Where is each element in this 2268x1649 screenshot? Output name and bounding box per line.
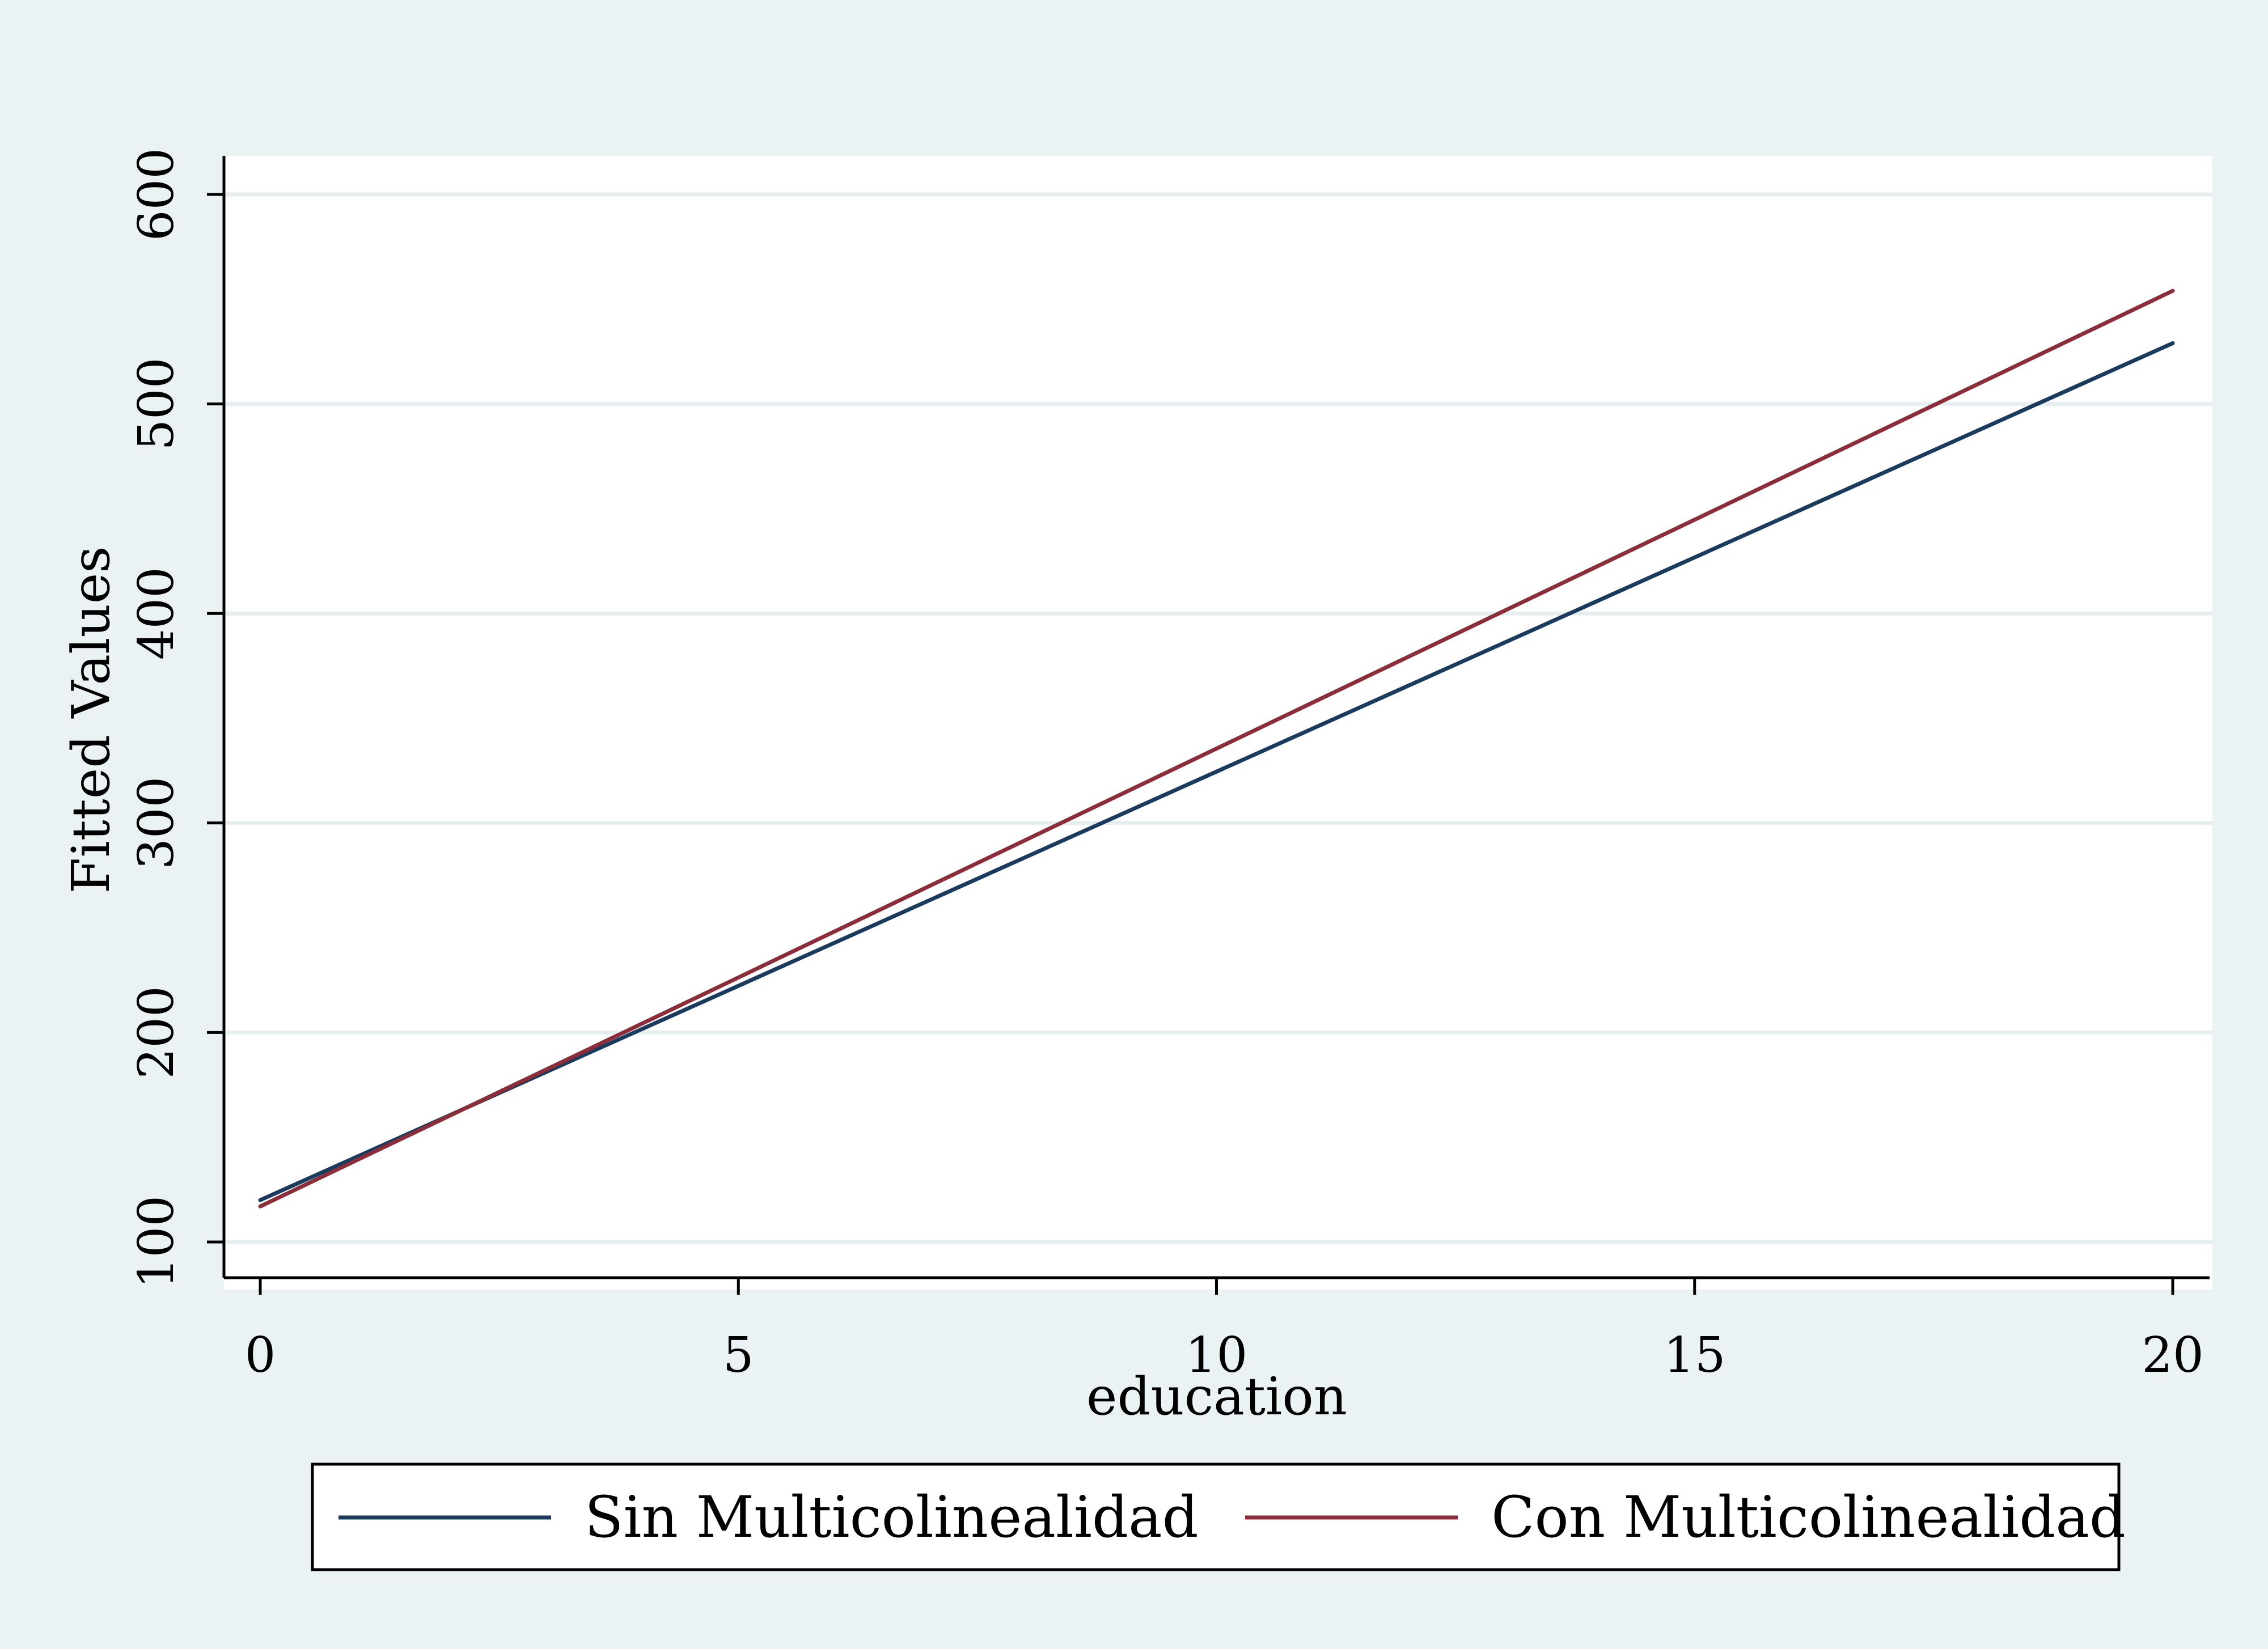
- y-tick-label-500: 500: [128, 358, 185, 451]
- grid-lines: [226, 192, 2212, 1244]
- x-tick-label-0: 0: [245, 1327, 276, 1384]
- y-axis-title: Fitted Values: [61, 546, 121, 894]
- series-lines: [258, 289, 2175, 1209]
- y-ticks: 100 200 300 400 500 600: [128, 148, 224, 1288]
- legend: Sin Multicolinealidad Con Multicolineali…: [311, 1463, 2126, 1571]
- legend-box: [311, 1463, 2121, 1571]
- plot-area: [224, 156, 2212, 1290]
- x-tick-label-5: 5: [723, 1327, 754, 1384]
- y-tick-label-100: 100: [128, 1196, 185, 1288]
- x-tick-label-10: 10: [1186, 1327, 1247, 1384]
- y-tick-label-300: 300: [128, 777, 185, 870]
- y-tick-label-400: 400: [128, 567, 185, 660]
- series-line-sin-multicolinealidad: [258, 341, 2175, 1202]
- y-tick-label-200: 200: [128, 986, 185, 1079]
- legend-label-con-multicolinealidad: Con Multicolinealidad: [1491, 1484, 2126, 1550]
- legend-label-sin-multicolinealidad: Sin Multicolinealidad: [585, 1484, 1199, 1550]
- y-tick-label-600: 600: [128, 148, 185, 241]
- series-line-con-multicolinealidad: [258, 289, 2175, 1209]
- x-axis-title: education: [1086, 1366, 1347, 1427]
- x-tick-label-20: 20: [2142, 1327, 2203, 1384]
- x-ticks: 0 5 10 15 20: [245, 1278, 2204, 1384]
- x-tick-label-15: 15: [1664, 1327, 1725, 1384]
